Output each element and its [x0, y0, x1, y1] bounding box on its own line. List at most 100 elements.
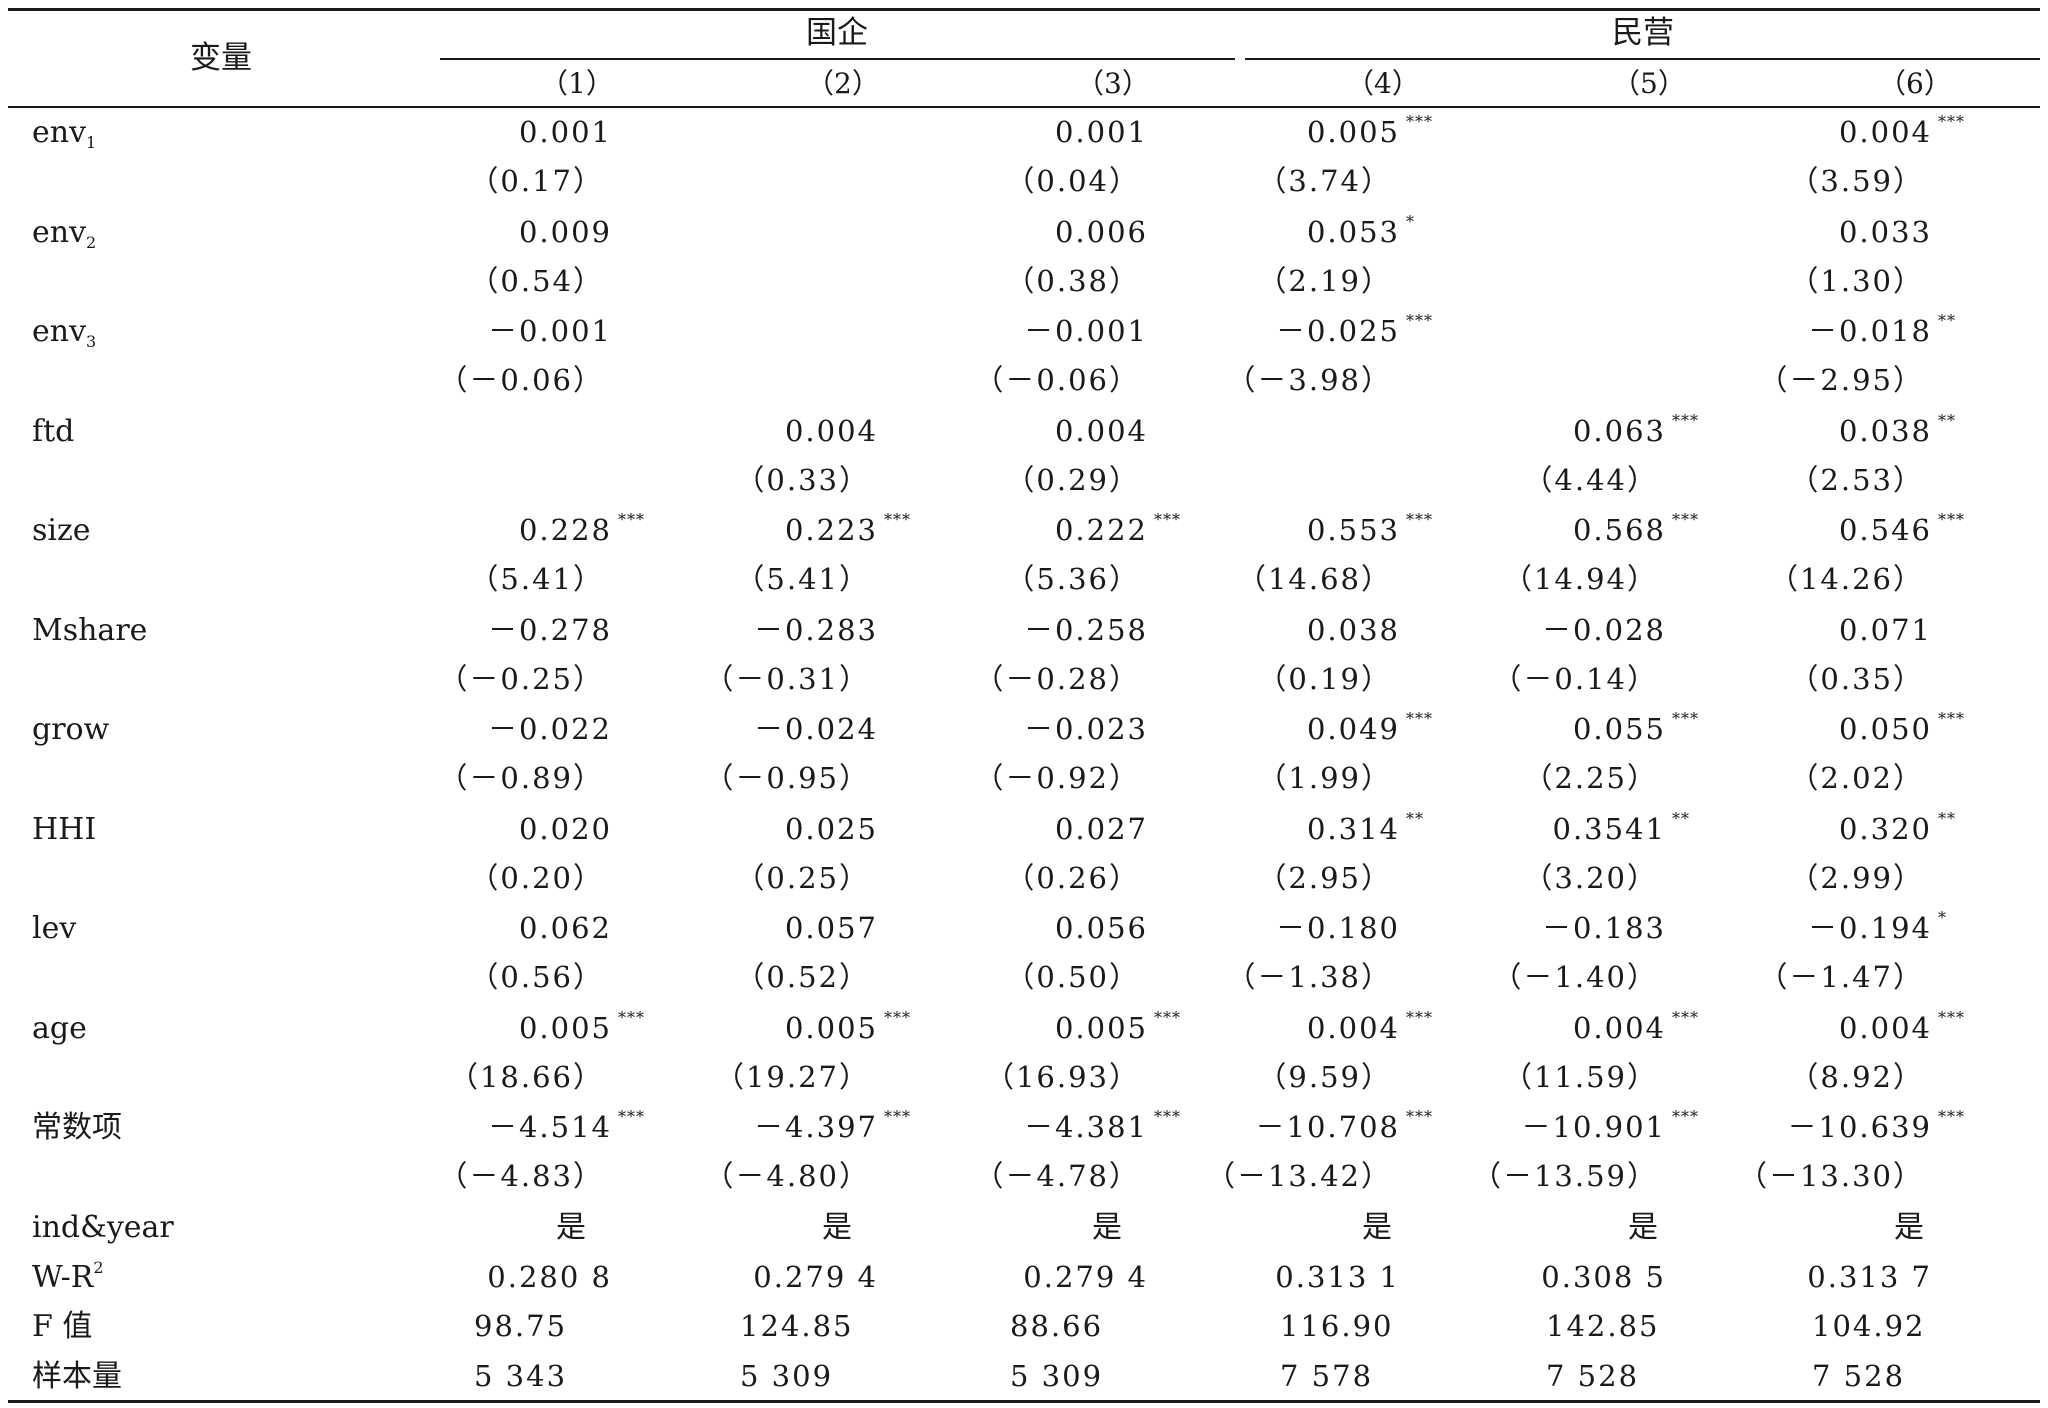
coef-cell: 0.006: [1054, 214, 1148, 249]
coef-cell: 0.222: [1054, 513, 1148, 547]
t-stat-cell: （－2.95）: [1758, 363, 1924, 397]
t-stat-cell: （8.92）: [1789, 1059, 1924, 1094]
coef-cell: 0.001: [518, 115, 612, 149]
coef-cell: 0.027: [1054, 811, 1148, 846]
footer-label-1: W-R2: [32, 1257, 104, 1295]
significance-stars: ***: [1672, 510, 1699, 529]
coef-cell: 0.005: [518, 1010, 612, 1045]
row-label-8: lev: [32, 911, 77, 946]
t-stat-cell: （0.20）: [469, 860, 604, 895]
footer-cell: 是: [1092, 1210, 1122, 1245]
t-stat-cell: （－4.78）: [974, 1159, 1140, 1193]
row-label-10: 常数项: [32, 1110, 122, 1145]
footer-cell: 88.66: [1010, 1309, 1104, 1343]
t-stat-cell: （3.20）: [1523, 860, 1658, 895]
significance-stars: ***: [1154, 1107, 1181, 1126]
t-stat-cell: （3.59）: [1789, 164, 1924, 198]
footer-cell: 是: [822, 1210, 852, 1245]
footer-cell: 0.280 8: [487, 1259, 612, 1294]
coef-cell: 0.033: [1838, 214, 1932, 249]
t-stat-cell: （0.19）: [1257, 661, 1392, 696]
footer-cell: 是: [1894, 1210, 1924, 1245]
significance-stars: *: [1406, 211, 1415, 231]
coef-cell: 0.005: [1306, 115, 1400, 149]
t-stat-cell: （－13.42）: [1205, 1159, 1392, 1193]
t-stat-cell: （0.29）: [1005, 462, 1140, 497]
footer-label-3: 样本量: [32, 1358, 122, 1394]
label-subscript: 3: [86, 332, 97, 351]
row-label-4: size: [32, 513, 91, 548]
significance-stars: ***: [618, 1007, 645, 1027]
t-stat-cell: （14.68）: [1236, 562, 1392, 596]
column-header-1: （1）: [540, 67, 614, 100]
coef-cell: 0.004: [1054, 413, 1148, 448]
row-label-6: grow: [32, 712, 110, 747]
row-label-0: env1: [32, 115, 97, 152]
t-stat-cell: （－0.92）: [974, 761, 1140, 795]
coef-cell: 0.004: [1838, 115, 1932, 149]
significance-stars: ***: [1672, 1107, 1699, 1126]
coef-cell: 0.320: [1838, 811, 1932, 846]
t-stat-cell: （18.66）: [448, 1059, 604, 1094]
significance-stars: **: [1406, 808, 1424, 828]
coef-cell: 0.063: [1572, 413, 1666, 448]
coef-cell: 0.020: [518, 811, 612, 846]
coef-cell: －0.023: [1023, 712, 1148, 746]
footer-cell: 是: [1628, 1210, 1658, 1245]
t-stat-cell: （5.36）: [1005, 562, 1140, 596]
significance-stars: **: [1938, 311, 1956, 330]
coef-cell: 0.553: [1306, 513, 1400, 547]
t-stat-cell: （0.17）: [469, 164, 604, 198]
footer-cell: 是: [1362, 1210, 1392, 1245]
coef-cell: －10.639: [1787, 1110, 1932, 1144]
significance-stars: ***: [618, 1107, 645, 1126]
t-stat-cell: （－1.38）: [1226, 960, 1392, 994]
row-label-5: Mshare: [32, 612, 148, 648]
t-stat-cell: （19.27）: [714, 1059, 870, 1094]
column-header-5: （5）: [1612, 67, 1686, 100]
coef-cell: 0.223: [784, 513, 878, 547]
t-stat-cell: （1.99）: [1257, 761, 1392, 795]
t-stat-cell: （0.52）: [735, 960, 870, 994]
coef-cell: 0.025: [784, 811, 878, 846]
coef-cell: 0.071: [1838, 612, 1932, 647]
coef-cell: －4.514: [487, 1110, 612, 1144]
coef-cell: 0.005: [784, 1010, 878, 1045]
group-soe-header: 国企: [806, 15, 868, 51]
t-stat-cell: （0.04）: [1005, 164, 1140, 198]
t-stat-cell: （0.54）: [469, 263, 604, 298]
coef-cell: －0.258: [1023, 612, 1148, 647]
coef-cell: 0.005: [1054, 1010, 1148, 1045]
t-stat-cell: （5.41）: [735, 562, 870, 596]
variable-header: 变量: [190, 40, 252, 76]
coef-cell: －0.024: [753, 712, 878, 746]
significance-stars: ***: [1938, 709, 1965, 728]
label-subscript: 1: [86, 133, 97, 152]
bottom-rule: [8, 1400, 2040, 1403]
coef-cell: －0.278: [487, 612, 612, 647]
coef-cell: －0.028: [1541, 612, 1666, 647]
significance-stars: ***: [1406, 510, 1433, 529]
coef-cell: 0.049: [1306, 712, 1400, 746]
t-stat-cell: （2.02）: [1789, 761, 1924, 795]
t-stat-cell: （－0.14）: [1492, 661, 1658, 696]
t-stat-cell: （0.38）: [1005, 263, 1140, 298]
footer-cell: 98.75: [474, 1309, 568, 1343]
t-stat-cell: （0.50）: [1005, 960, 1140, 994]
t-stat-cell: （－0.95）: [704, 761, 870, 795]
private-group-rule: [1245, 58, 2040, 60]
significance-stars: ***: [884, 510, 911, 529]
footer-label-2: F 值: [32, 1309, 93, 1344]
t-stat-cell: （14.94）: [1502, 562, 1658, 596]
t-stat-cell: （2.19）: [1257, 263, 1392, 298]
coef-cell: 0.055: [1572, 712, 1666, 746]
row-label-7: HHI: [32, 811, 97, 847]
significance-stars: ***: [618, 510, 645, 529]
coef-cell: 0.228: [518, 513, 612, 547]
significance-stars: ***: [1672, 410, 1699, 430]
t-stat-cell: （0.56）: [469, 960, 604, 994]
coef-cell: －4.397: [753, 1110, 878, 1144]
t-stat-cell: （－4.80）: [704, 1159, 870, 1193]
t-stat-cell: （－3.98）: [1226, 363, 1392, 397]
